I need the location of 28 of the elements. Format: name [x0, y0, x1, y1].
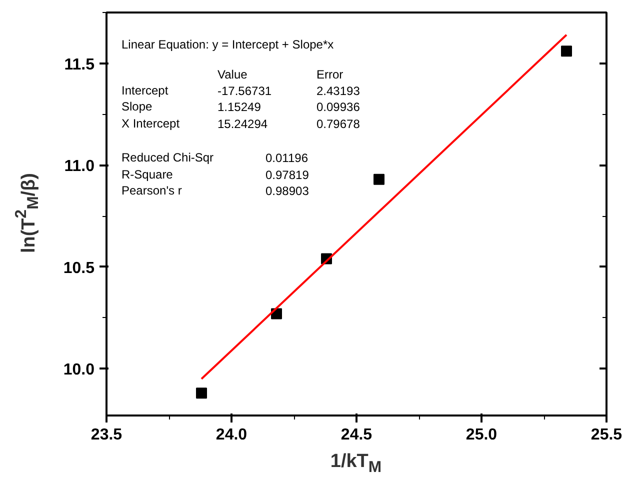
annotation: -17.56731	[218, 84, 272, 98]
annotation: 0.01196	[266, 151, 308, 165]
annotation: Intercept	[122, 84, 169, 98]
annotation: 1.15249	[218, 100, 262, 114]
x-tick-label: 23.5	[90, 426, 122, 444]
y-tick-label: 10.0	[63, 362, 95, 379]
annotation: Pearson's r	[122, 184, 182, 198]
annotation: 0.97819	[266, 168, 310, 182]
annotation: Linear Equation: y = Intercept + Slope*x	[122, 38, 334, 52]
x-tick-label: 25.5	[590, 426, 622, 444]
annotation: X Intercept	[122, 116, 180, 130]
annotation: 0.09936	[316, 100, 360, 114]
annotation: Value	[218, 68, 248, 82]
y-tick-label: 10.5	[63, 260, 95, 277]
x-tick-label: 25.0	[466, 426, 498, 444]
annotation: Slope	[122, 100, 153, 114]
x-axis-title: 1/kT$_{M}$	[329, 450, 383, 478]
annotation: 2.43193	[316, 84, 360, 98]
annotation: R-Square	[122, 168, 174, 182]
annotation: Error	[316, 68, 344, 82]
annotation: 0.98903	[266, 184, 310, 198]
y-tick-label: 11.0	[64, 158, 95, 176]
y-tick-label: 11.5	[64, 56, 95, 74]
annotation: Reduced Chi-Sqr	[122, 150, 214, 164]
x-tick-label: 24.5	[340, 426, 372, 444]
x-tick-label: 24.0	[216, 426, 248, 444]
annotation: 0.79678	[316, 117, 360, 131]
annotation: 15.24294	[218, 117, 268, 131]
